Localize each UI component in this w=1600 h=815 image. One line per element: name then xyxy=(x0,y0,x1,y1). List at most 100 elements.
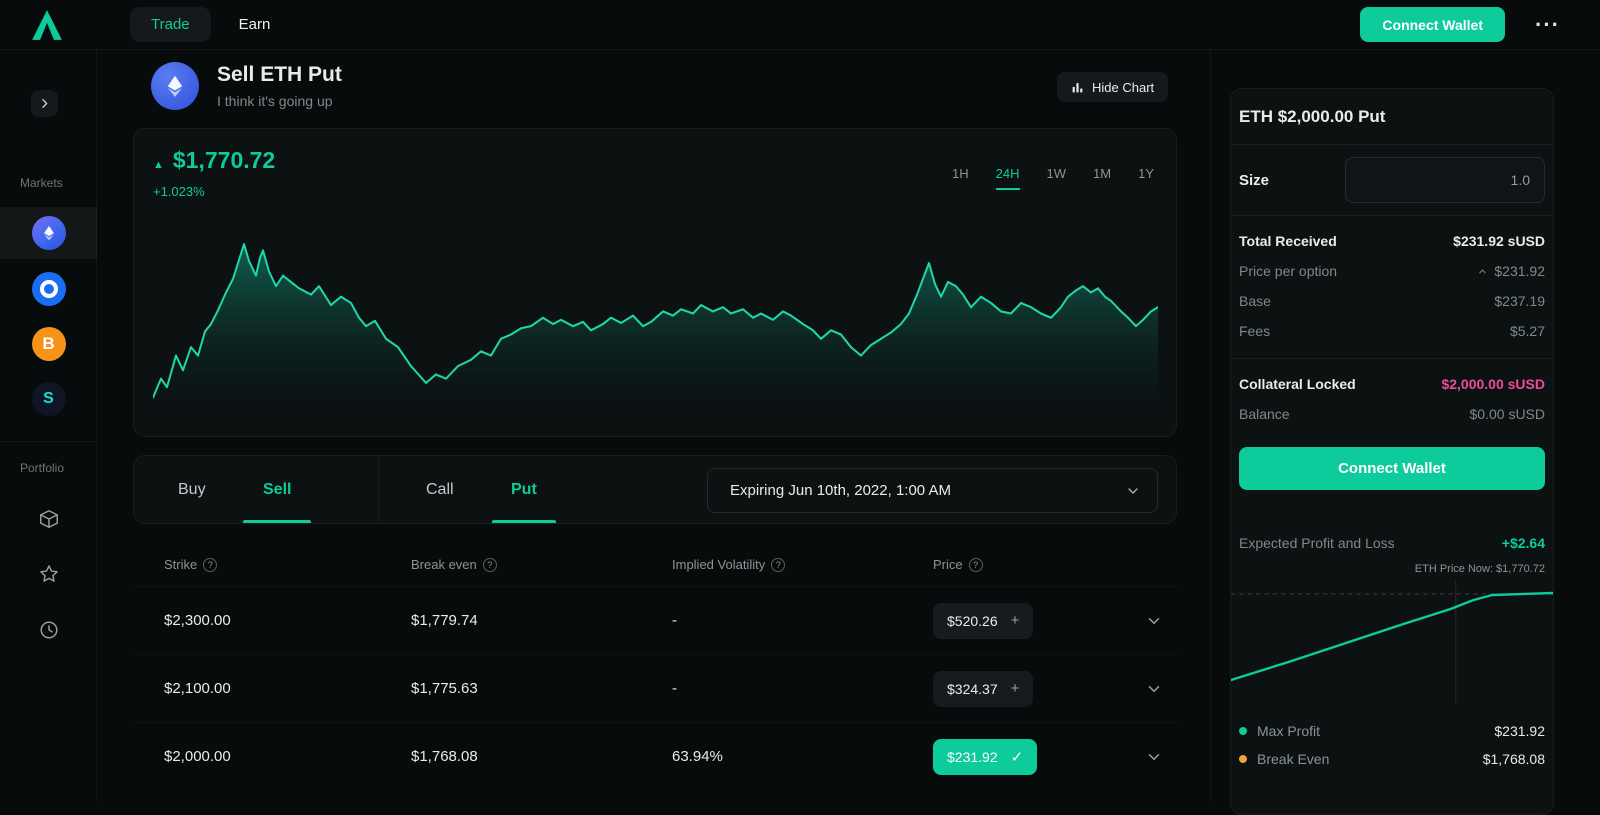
total-received-label: Total Received xyxy=(1239,233,1337,249)
iv-value: - xyxy=(672,680,677,697)
sidebar-item-token-market-2[interactable] xyxy=(0,263,97,315)
balance-label: Balance xyxy=(1239,406,1290,422)
eth-header-icon xyxy=(151,62,199,110)
range-1h[interactable]: 1H xyxy=(952,166,969,181)
check-icon: ✓ xyxy=(1010,748,1024,766)
order-title: ETH $2,000.00 Put xyxy=(1239,107,1386,126)
plus-icon: + xyxy=(1010,680,1020,697)
sidebar-expand-button[interactable] xyxy=(31,90,58,117)
price-line-chart xyxy=(153,243,1158,426)
size-label: Size xyxy=(1239,171,1270,189)
fees-value: $5.27 xyxy=(1509,323,1545,339)
col-strike: Strike? xyxy=(164,557,411,572)
clock-icon xyxy=(39,621,58,639)
hide-chart-label: Hide Chart xyxy=(1092,79,1155,95)
break-even-info-icon[interactable]: ? xyxy=(482,557,497,572)
base-value: $237.19 xyxy=(1494,293,1545,309)
price-button-value: $231.92 xyxy=(947,748,998,765)
col-implied-volatility: Implied Volatility? xyxy=(672,557,933,572)
price-button-selected[interactable]: $231.92 ✓ xyxy=(933,738,1038,775)
price-button[interactable]: $520.26 + xyxy=(933,602,1034,639)
sidebar-item-snx-market[interactable]: S xyxy=(0,373,97,425)
range-1m[interactable]: 1M xyxy=(1093,166,1112,181)
portfolio-section-label: Portfolio xyxy=(20,461,65,475)
price-button[interactable]: $324.37 + xyxy=(933,670,1034,707)
break-even-value: $1,768.08 xyxy=(411,748,478,765)
sidebar: Markets B S Portfolio xyxy=(0,50,97,801)
expiry-dropdown[interactable]: Expiring Jun 10th, 2022, 1:00 AM xyxy=(707,468,1158,513)
range-1w[interactable]: 1W xyxy=(1046,166,1067,181)
star-icon xyxy=(39,565,58,582)
connect-wallet-button[interactable]: Connect Wallet xyxy=(1360,7,1506,42)
iv-info-icon[interactable]: ? xyxy=(771,557,786,572)
price-button-value: $324.37 xyxy=(947,680,998,697)
pnl-label: Expected Profit and Loss xyxy=(1239,535,1395,551)
break-even-value: $1,779.74 xyxy=(411,612,478,629)
trade-tabs-card: Buy Sell Call Put Expiring Jun 10th, 202… xyxy=(133,455,1177,524)
options-table: Strike? Break even? Implied Volatility? … xyxy=(133,542,1177,790)
price-value: $1,770.72 xyxy=(172,147,276,173)
sidebar-item-positions[interactable] xyxy=(0,497,97,541)
token-circle-icon xyxy=(31,272,66,306)
box-icon xyxy=(39,510,58,528)
snx-icon: S xyxy=(31,382,66,416)
collateral-section: Collateral Locked $2,000.00 sUSD Balance… xyxy=(1231,359,1553,502)
tab-call[interactable]: Call xyxy=(426,480,454,498)
chevron-down-icon[interactable] xyxy=(1145,748,1163,766)
tab-buy[interactable]: Buy xyxy=(178,480,206,498)
tabs-divider xyxy=(378,456,379,523)
divider xyxy=(1231,215,1553,216)
collateral-label: Collateral Locked xyxy=(1239,376,1356,392)
price-up-icon: ▲ xyxy=(153,159,164,171)
size-row: Size xyxy=(1231,145,1553,215)
expected-pnl-row: Expected Profit and Loss +$2.64 xyxy=(1231,502,1553,551)
iv-value: - xyxy=(672,612,677,629)
markets-section-label: Markets xyxy=(20,176,63,190)
options-table-header: Strike? Break even? Implied Volatility? … xyxy=(133,542,1177,586)
range-1y[interactable]: 1Y xyxy=(1138,166,1154,181)
payoff-chart xyxy=(1231,580,1553,705)
order-card: ETH $2,000.00 Put Size Total Received $2… xyxy=(1230,88,1554,815)
strike-value: $2,300.00 xyxy=(164,612,231,629)
divider xyxy=(1231,358,1553,359)
strike-info-icon[interactable]: ? xyxy=(203,557,218,572)
cost-breakdown: Total Received $231.92 sUSD Price per op… xyxy=(1231,216,1553,358)
price-per-option-label: Price per option xyxy=(1239,263,1338,279)
break-even-label: Break Even xyxy=(1257,751,1330,767)
more-menu-button[interactable]: ··· xyxy=(1535,11,1560,37)
chevron-down-icon xyxy=(1128,487,1138,494)
sidebar-item-history[interactable] xyxy=(0,608,97,652)
chevron-up-icon[interactable] xyxy=(1477,266,1488,277)
size-input[interactable] xyxy=(1345,157,1545,203)
connect-wallet-button-panel[interactable]: Connect Wallet xyxy=(1239,447,1545,490)
top-bar: Trade Earn Connect Wallet ··· xyxy=(0,0,1600,50)
price-info-icon[interactable]: ? xyxy=(968,557,983,572)
nav-tab-earn[interactable]: Earn xyxy=(238,16,271,33)
table-row: $2,100.00 $1,775.63 - $324.37 + xyxy=(133,654,1177,722)
chevron-right-icon xyxy=(42,99,48,108)
payoff-legend: Max Profit $231.92 Break Even $1,768.08 xyxy=(1231,705,1553,773)
tab-sell[interactable]: Sell xyxy=(263,480,292,498)
pnl-value: +$2.64 xyxy=(1501,535,1545,551)
max-profit-dot-icon xyxy=(1239,727,1247,735)
chevron-down-icon[interactable] xyxy=(1145,680,1163,698)
sidebar-item-eth-market[interactable] xyxy=(0,207,97,259)
price-chart-card: ▲ $1,770.72 +1.023% 1H 24H 1W 1M 1Y xyxy=(133,128,1177,437)
range-24h[interactable]: 24H xyxy=(995,166,1020,190)
balance-value: $0.00 sUSD xyxy=(1469,406,1545,422)
sidebar-item-btc-market[interactable]: B xyxy=(0,318,97,370)
nav-tab-trade[interactable]: Trade xyxy=(130,7,211,42)
tab-put[interactable]: Put xyxy=(511,480,537,498)
sidebar-item-watchlist[interactable] xyxy=(0,552,97,596)
hide-chart-button[interactable]: Hide Chart xyxy=(1057,72,1169,102)
main-nav: Trade Earn xyxy=(130,7,270,42)
app-logo-icon xyxy=(32,9,62,40)
page-title: Sell ETH Put xyxy=(217,63,342,86)
strike-value: $2,000.00 xyxy=(164,748,231,765)
iv-value: 63.94% xyxy=(672,748,723,765)
chevron-down-icon[interactable] xyxy=(1145,612,1163,630)
sell-active-underline xyxy=(243,520,311,523)
page-subtitle: I think it's going up xyxy=(217,93,333,109)
base-label: Base xyxy=(1239,293,1271,309)
collateral-value: $2,000.00 sUSD xyxy=(1441,376,1545,392)
